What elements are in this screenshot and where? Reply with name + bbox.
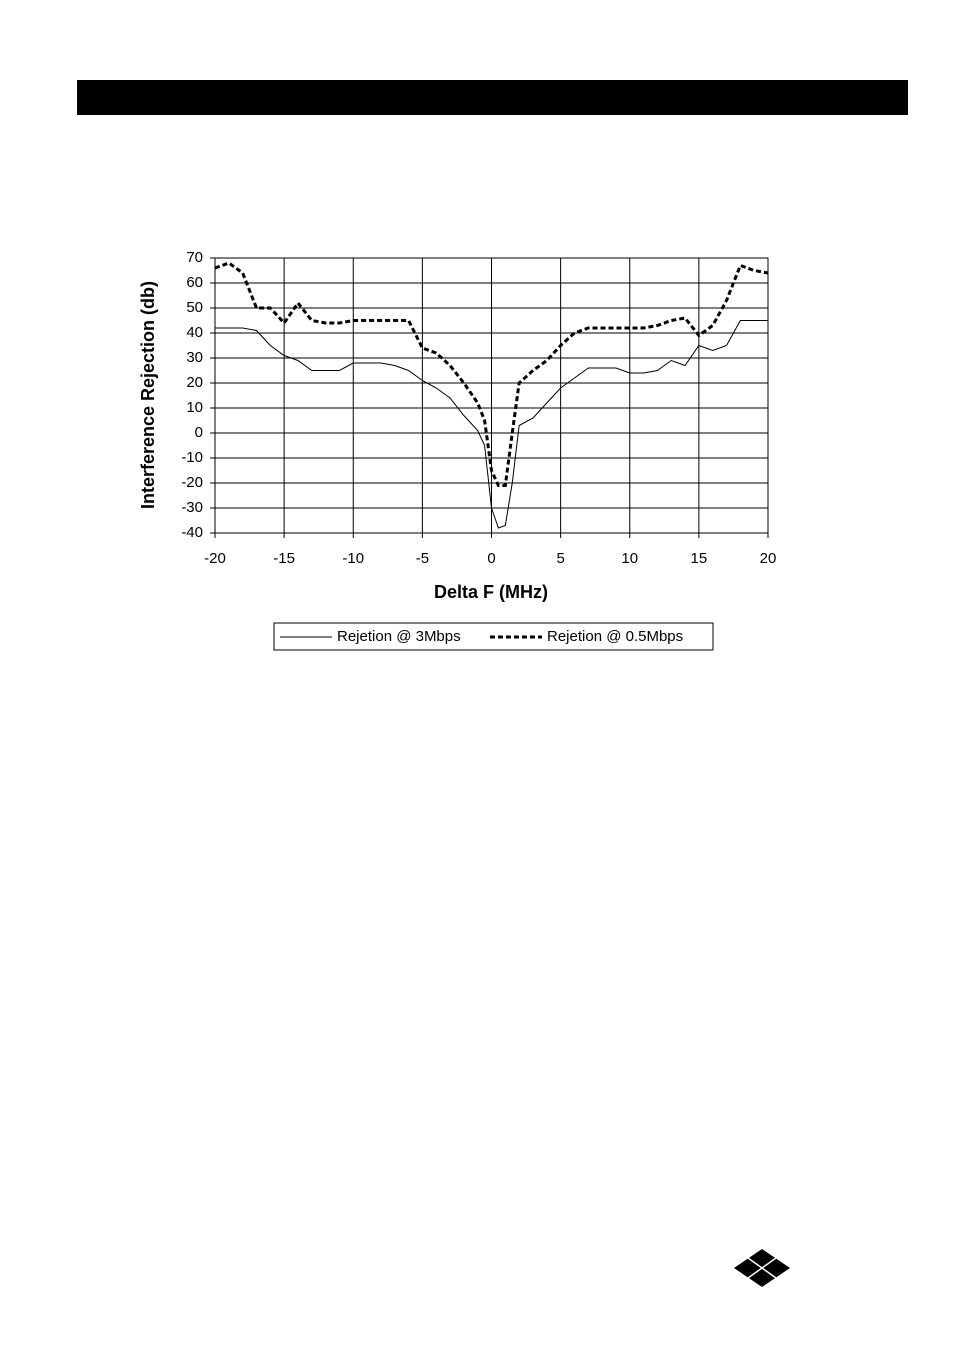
x-tick-label: 10 [621, 550, 638, 567]
y-tick-label: 30 [186, 349, 203, 366]
x-tick-label: -5 [416, 550, 429, 567]
x-tick-label: -20 [204, 550, 226, 567]
y-tick-label: 10 [186, 399, 203, 416]
x-axis-label: Delta F (MHz) [434, 582, 548, 602]
y-tick-label: 40 [186, 324, 203, 341]
y-tick-label: -20 [181, 474, 203, 491]
y-tick-label: 20 [186, 374, 203, 391]
y-tick-label: 50 [186, 299, 203, 316]
y-axis-label: Interference Rejection (db) [138, 281, 158, 509]
x-tick-label: 20 [760, 550, 777, 567]
legend [273, 622, 714, 651]
plot-frame [214, 257, 769, 534]
y-tick-label: -40 [181, 524, 203, 541]
legend-label: Rejetion @ 0.5Mbps [547, 628, 683, 645]
header-bar [77, 80, 908, 115]
data-line [215, 320, 768, 529]
x-tick-label: 5 [556, 550, 564, 567]
y-tick-label: -30 [181, 499, 203, 516]
x-tick-label: 15 [691, 550, 708, 567]
y-tick-label: 60 [186, 274, 203, 291]
y-tick-label: 0 [195, 424, 203, 441]
x-tick-label: 0 [487, 550, 495, 567]
y-tick-label: 70 [186, 249, 203, 266]
x-tick-label: -15 [273, 550, 295, 567]
y-tick-label: -10 [181, 449, 203, 466]
x-tick-label: -10 [342, 550, 364, 567]
data-line [214, 261, 769, 487]
logo [734, 1249, 790, 1287]
legend-label: Rejetion @ 3Mbps [337, 628, 461, 645]
